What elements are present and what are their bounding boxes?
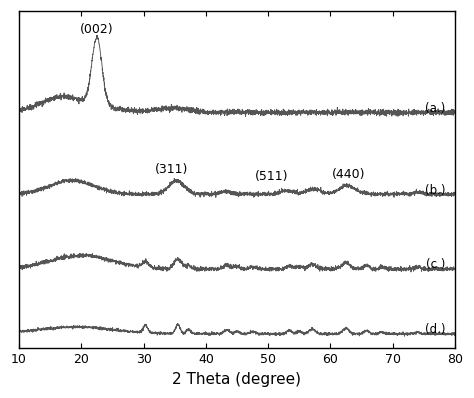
Text: (511): (511) [255,170,288,183]
Text: (311): (311) [155,164,188,176]
Text: (d.): (d.) [425,323,446,336]
Text: (b.): (b.) [425,183,446,197]
Text: (c.): (c.) [426,258,446,271]
Text: (440): (440) [332,168,366,181]
Text: (002): (002) [80,23,114,36]
Text: (a.): (a.) [425,102,446,115]
X-axis label: 2 Theta (degree): 2 Theta (degree) [173,372,301,387]
